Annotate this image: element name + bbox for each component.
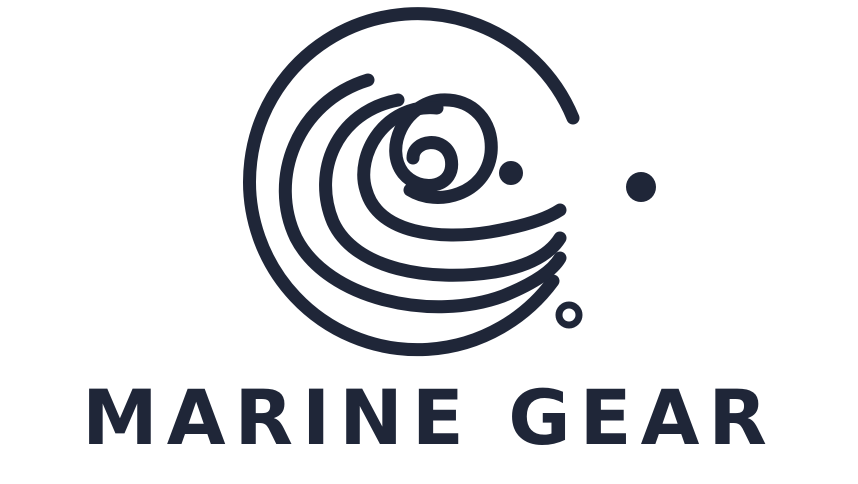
bubble-dot-inner xyxy=(499,161,523,185)
wave-band-inner xyxy=(357,101,567,242)
wave-band-middle xyxy=(319,93,567,282)
wave-band-outer xyxy=(278,73,567,314)
wave-circle-icon xyxy=(243,7,656,357)
outer-ring xyxy=(243,7,580,357)
brand-name: MARINE GEAR xyxy=(82,373,776,462)
bubble-dot-outer xyxy=(626,172,656,202)
bubble-ring xyxy=(555,301,583,329)
